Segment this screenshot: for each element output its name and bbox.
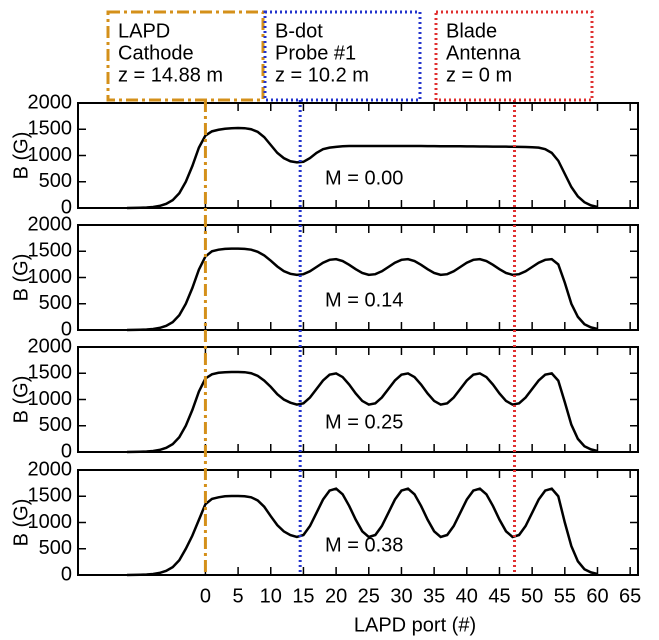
marker-label: z = 10.2 m xyxy=(275,64,369,86)
y-tick-label: 1500 xyxy=(28,118,73,140)
marker-label: B-dot xyxy=(275,20,323,42)
y-tick-label: 1500 xyxy=(28,362,73,384)
x-tick-label: 30 xyxy=(390,585,412,607)
x-tick-label: 25 xyxy=(358,585,380,607)
y-axis-label: B (G) xyxy=(10,132,32,180)
y-tick-label: 1000 xyxy=(28,511,73,533)
x-tick-label: 15 xyxy=(292,585,314,607)
x-tick-label: 65 xyxy=(619,585,641,607)
y-axis-label: B (G) xyxy=(10,254,32,302)
marker-label: z = 0 m xyxy=(446,64,512,86)
series-label: M = 0.14 xyxy=(325,289,403,311)
marker-label: Blade xyxy=(446,20,497,42)
y-tick-label: 1000 xyxy=(28,388,73,410)
x-tick-label: 35 xyxy=(423,585,445,607)
plot-frame xyxy=(77,346,639,453)
marker-box xyxy=(434,10,594,102)
y-tick-label: 1000 xyxy=(28,144,73,166)
marker-label: Antenna xyxy=(446,42,521,64)
y-tick-label: 500 xyxy=(39,414,72,436)
y-tick-label: 2000 xyxy=(28,91,73,113)
marker-box xyxy=(263,10,422,102)
y-tick-label: 0 xyxy=(61,196,72,218)
y-tick-label: 500 xyxy=(39,170,72,192)
marker-label: LAPD xyxy=(118,20,170,42)
series-label: M = 0.00 xyxy=(325,167,403,189)
y-axis-label: B (G) xyxy=(10,499,32,547)
x-tick-label: 40 xyxy=(456,585,478,607)
y-tick-label: 0 xyxy=(61,318,72,340)
series-label: M = 0.25 xyxy=(325,411,403,433)
x-tick-label: 5 xyxy=(233,585,244,607)
x-tick-label: 55 xyxy=(554,585,576,607)
y-tick-label: 2000 xyxy=(28,335,73,357)
data-line xyxy=(126,126,598,210)
y-tick-label: 1500 xyxy=(28,240,73,262)
y-tick-label: 0 xyxy=(61,563,72,585)
plot-frame xyxy=(77,224,639,331)
x-tick-label: 45 xyxy=(488,585,510,607)
y-tick-label: 500 xyxy=(39,292,72,314)
marker-label: Cathode xyxy=(118,42,194,64)
x-tick-label: 10 xyxy=(260,585,282,607)
marker-box xyxy=(106,10,265,102)
y-tick-label: 2000 xyxy=(28,213,73,235)
x-tick-label: 50 xyxy=(521,585,543,607)
y-tick-label: 2000 xyxy=(28,458,73,480)
y-tick-label: 1000 xyxy=(28,266,73,288)
data-line xyxy=(126,487,598,577)
series-label: M = 0.38 xyxy=(325,534,403,556)
y-tick-label: 500 xyxy=(39,537,72,559)
x-axis-label: LAPD port (#) xyxy=(354,614,476,636)
y-tick-label: 0 xyxy=(61,440,72,462)
x-tick-label: 20 xyxy=(325,585,347,607)
y-axis-label: B (G) xyxy=(10,376,32,424)
x-tick-label: 60 xyxy=(586,585,608,607)
y-tick-label: 1500 xyxy=(28,485,73,507)
x-tick-label: 0 xyxy=(200,585,211,607)
marker-label: z = 14.88 m xyxy=(118,64,223,86)
marker-label: Probe #1 xyxy=(275,42,356,64)
